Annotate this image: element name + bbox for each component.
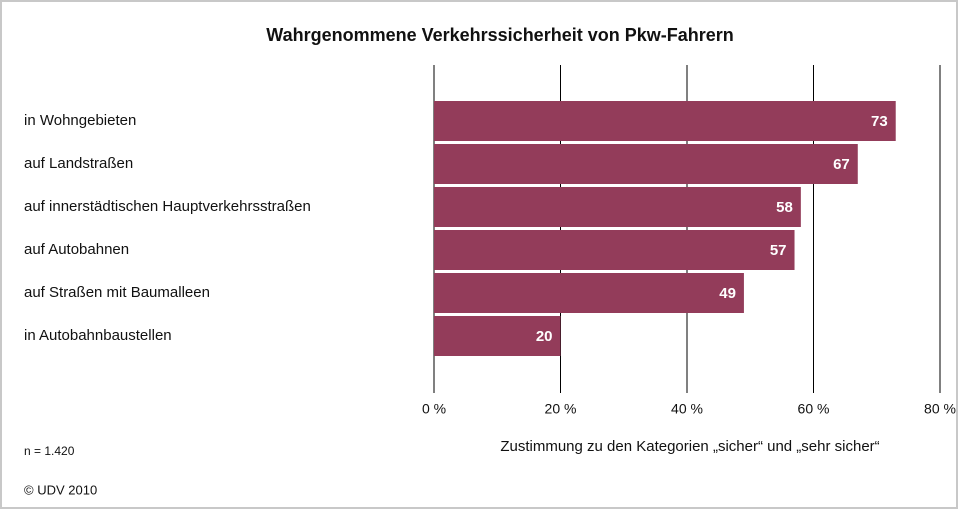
x-tick-label: 0 % xyxy=(422,401,446,417)
x-tick-label: 80 % xyxy=(924,401,956,417)
y-tick-label: auf Straßen mit Baumalleen xyxy=(24,284,210,301)
value-label: 57 xyxy=(770,242,787,259)
y-tick-label: in Wohngebieten xyxy=(24,112,136,129)
y-tick-label: auf innerstädtischen Hauptverkehrsstraße… xyxy=(24,198,311,215)
bar xyxy=(434,144,858,184)
sample-size: n = 1.420 xyxy=(24,444,75,458)
chart-title: Wahrgenommene Verkehrssicherheit von Pkw… xyxy=(266,25,733,45)
value-label: 49 xyxy=(719,285,736,302)
value-label: 67 xyxy=(833,156,850,173)
x-axis-label: Zustimmung zu den Kategorien „sicher“ un… xyxy=(500,438,879,455)
bar xyxy=(434,316,561,356)
value-label: 73 xyxy=(871,113,888,130)
value-label: 20 xyxy=(536,328,553,345)
bar xyxy=(434,230,795,270)
value-label: 58 xyxy=(776,199,793,216)
x-tick-label: 60 % xyxy=(798,401,830,417)
bar xyxy=(434,187,801,227)
bar xyxy=(434,101,896,141)
x-tick-label: 20 % xyxy=(545,401,577,417)
x-tick-label: 40 % xyxy=(671,401,703,417)
copyright: © UDV 2010 xyxy=(24,482,97,497)
y-tick-label: in Autobahnbaustellen xyxy=(24,327,172,344)
y-tick-label: auf Landstraßen xyxy=(24,155,133,172)
bar xyxy=(434,273,744,313)
y-tick-label: auf Autobahnen xyxy=(24,241,129,258)
